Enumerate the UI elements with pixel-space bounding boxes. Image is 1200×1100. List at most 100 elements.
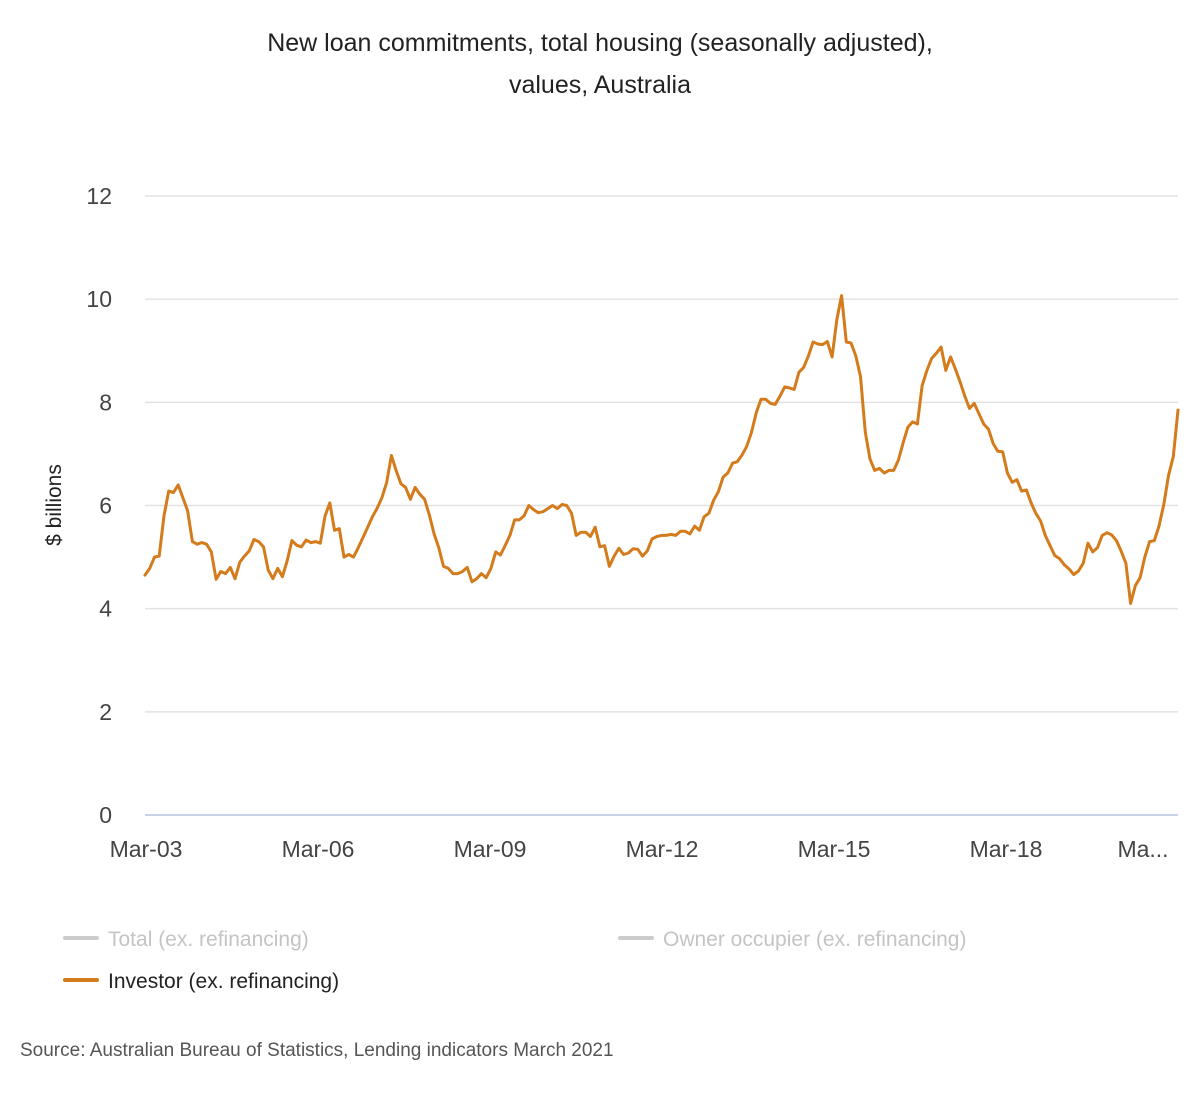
y-tick-label: 12 bbox=[86, 183, 112, 209]
data-point bbox=[551, 504, 554, 507]
data-point bbox=[252, 538, 256, 541]
data-point bbox=[674, 534, 677, 537]
x-tick-label: Ma... bbox=[1117, 836, 1168, 862]
data-point bbox=[859, 375, 862, 378]
data-point bbox=[1020, 489, 1023, 493]
data-point bbox=[191, 540, 194, 543]
data-point bbox=[371, 515, 374, 518]
data-point bbox=[1082, 562, 1085, 565]
data-point bbox=[764, 398, 767, 401]
data-point bbox=[219, 570, 222, 573]
data-point bbox=[698, 529, 701, 532]
data-point bbox=[390, 454, 393, 457]
data-point bbox=[262, 545, 265, 548]
data-point bbox=[229, 566, 232, 569]
data-point bbox=[925, 369, 929, 372]
y-tick-label: 6 bbox=[99, 493, 112, 519]
data-point bbox=[304, 538, 308, 542]
data-point bbox=[636, 548, 639, 551]
data-point bbox=[788, 386, 791, 390]
data-point bbox=[195, 543, 199, 546]
data-point bbox=[627, 551, 630, 555]
data-point bbox=[963, 394, 966, 398]
legend-label: Owner occupier (ex. refinancing) bbox=[663, 928, 966, 951]
x-tick-label: Mar-12 bbox=[626, 836, 699, 862]
series-line-investor[interactable] bbox=[143, 294, 1180, 605]
data-point bbox=[1115, 539, 1118, 542]
legend-label: Total (ex. refinancing) bbox=[108, 928, 309, 951]
data-point bbox=[409, 498, 412, 501]
data-point bbox=[513, 518, 516, 522]
data-point bbox=[1077, 569, 1080, 573]
data-point bbox=[1129, 602, 1132, 605]
data-point bbox=[570, 512, 573, 515]
data-point bbox=[1029, 501, 1033, 505]
data-point bbox=[878, 467, 881, 470]
data-point bbox=[1162, 503, 1166, 506]
data-point bbox=[153, 555, 156, 559]
data-point bbox=[726, 471, 729, 475]
data-point bbox=[830, 355, 834, 359]
data-point bbox=[1048, 544, 1052, 547]
data-point bbox=[845, 340, 848, 344]
data-point bbox=[949, 355, 952, 359]
data-point bbox=[323, 514, 327, 517]
y-tick-label: 10 bbox=[86, 286, 112, 312]
data-point bbox=[1053, 554, 1057, 557]
y-tick-label: 8 bbox=[99, 389, 112, 415]
data-point bbox=[347, 553, 350, 556]
data-point bbox=[622, 553, 625, 556]
grid-lines bbox=[145, 195, 1178, 816]
data-point bbox=[1039, 519, 1042, 523]
data-point bbox=[603, 544, 606, 547]
data-point bbox=[556, 507, 559, 510]
data-point bbox=[1148, 540, 1151, 543]
series-points bbox=[143, 294, 1180, 605]
data-point bbox=[1134, 584, 1137, 587]
data-point bbox=[532, 508, 535, 511]
data-point bbox=[276, 567, 279, 570]
data-point bbox=[527, 504, 530, 507]
chart-title-line-2: values, Australia bbox=[508, 71, 692, 99]
data-point bbox=[939, 345, 943, 349]
y-tick-label: 2 bbox=[99, 699, 112, 725]
data-point bbox=[399, 482, 403, 485]
data-point bbox=[854, 354, 857, 358]
data-point bbox=[598, 545, 602, 548]
data-point bbox=[1105, 531, 1109, 534]
legend-item[interactable]: Total (ex. refinancing) bbox=[63, 928, 309, 951]
data-point bbox=[826, 340, 829, 343]
data-point bbox=[902, 441, 905, 444]
data-point bbox=[423, 498, 426, 501]
legend-item[interactable]: Investor (ex. refinancing) bbox=[63, 970, 339, 993]
data-point bbox=[783, 385, 786, 389]
data-point bbox=[385, 481, 388, 484]
data-point bbox=[759, 398, 763, 401]
data-point bbox=[1067, 567, 1071, 571]
data-point bbox=[954, 367, 957, 370]
x-tick-label: Mar-09 bbox=[454, 836, 527, 862]
legend-item[interactable]: Owner occupier (ex. refinancing) bbox=[618, 928, 966, 951]
data-point bbox=[996, 450, 1000, 453]
chart-title: New loan commitments, total housing (sea… bbox=[0, 22, 1200, 106]
data-point bbox=[1119, 549, 1123, 553]
data-point bbox=[541, 510, 545, 513]
data-point bbox=[480, 572, 483, 575]
data-point bbox=[475, 577, 478, 580]
data-point bbox=[319, 542, 322, 545]
data-point bbox=[930, 357, 933, 360]
data-point bbox=[489, 567, 493, 570]
y-tick-labels: 0 2 4 6 8 10 12 bbox=[86, 183, 112, 828]
data-point bbox=[214, 578, 218, 581]
data-point bbox=[200, 541, 204, 544]
data-point bbox=[721, 475, 725, 479]
data-point bbox=[973, 402, 976, 405]
data-point bbox=[172, 491, 175, 494]
data-point bbox=[508, 534, 512, 537]
data-point bbox=[1096, 546, 1099, 549]
x-tick-label: Mar-15 bbox=[798, 836, 871, 862]
data-point bbox=[868, 457, 872, 461]
legend[interactable]: Total (ex. refinancing) Owner occupier (e… bbox=[63, 928, 966, 993]
data-point bbox=[745, 445, 748, 448]
data-point bbox=[238, 561, 241, 564]
